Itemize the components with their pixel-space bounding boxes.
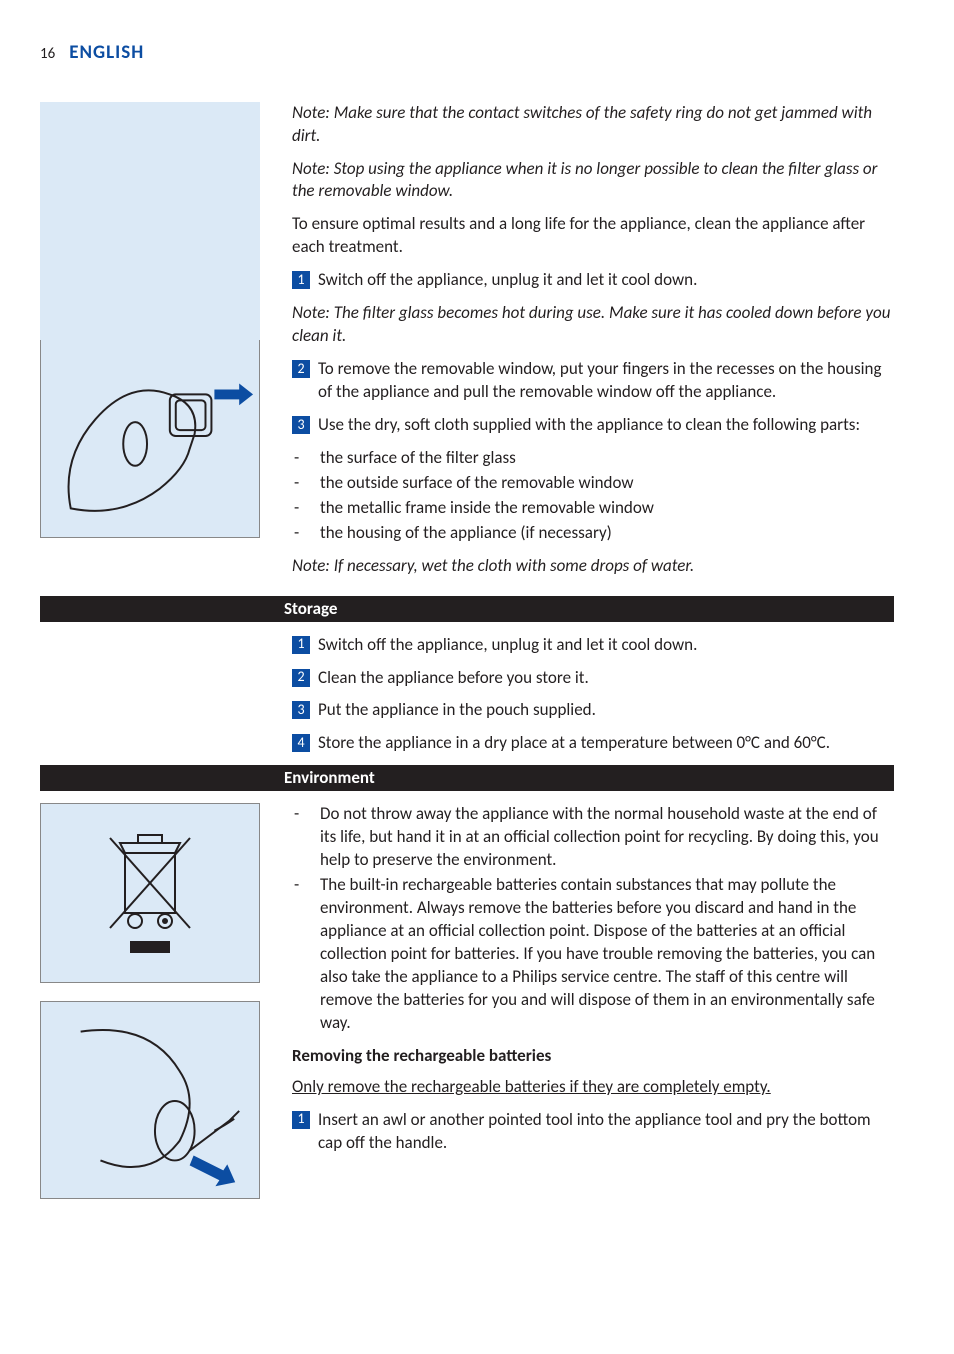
step-badge: 3 [292, 416, 310, 434]
illustration-remove-window [40, 340, 260, 538]
list-item: the metallic frame inside the removable … [320, 497, 894, 520]
section-title: Storage [284, 596, 894, 622]
note-stop-using: Note: Stop using the appliance when it i… [292, 158, 894, 204]
section-title: Environment [284, 765, 894, 791]
step-text: Put the appliance in the pouch supplied. [318, 699, 894, 722]
dash: - [292, 874, 320, 1035]
battery-step-1: 1 Insert an awl or another pointed tool … [292, 1109, 894, 1155]
dash: - [292, 472, 320, 495]
storage-step-2: 2 Clean the appliance before you store i… [292, 667, 894, 690]
step-badge: 1 [292, 636, 310, 654]
list-item: Do not throw away the appliance with the… [320, 803, 894, 872]
section-environment-bar: Environment [40, 765, 894, 791]
list-item: the housing of the appliance (if necessa… [320, 522, 894, 545]
note-safety-ring: Note: Make sure that the contact switche… [292, 102, 894, 148]
note-wet-cloth: Note: If necessary, wet the cloth with s… [292, 555, 894, 578]
step-badge: 1 [292, 1111, 310, 1129]
dash: - [292, 522, 320, 545]
page-number: 16 [40, 44, 55, 64]
step-badge: 2 [292, 360, 310, 378]
environment-illustrations [40, 803, 284, 1217]
list-item: the outside surface of the removable win… [320, 472, 894, 495]
illustration-pry-cap [40, 1001, 260, 1199]
step-badge: 1 [292, 271, 310, 289]
step-text: Use the dry, soft cloth supplied with th… [318, 414, 894, 437]
step-text: Clean the appliance before you store it. [318, 667, 894, 690]
note-hot-glass: Note: The filter glass becomes hot durin… [292, 302, 894, 348]
battery-heading: Removing the rechargeable batteries [292, 1045, 894, 1068]
list-item: The built-in rechargeable batteries cont… [320, 874, 894, 1035]
storage-step-3: 3 Put the appliance in the pouch supplie… [292, 699, 894, 722]
section-storage-bar: Storage [40, 596, 894, 622]
page-header: 16 ENGLISH [40, 40, 894, 66]
step-badge: 2 [292, 669, 310, 687]
battery-warning: Only remove the rechargeable batteries i… [292, 1076, 894, 1099]
step-text: Store the appliance in a dry place at a … [318, 732, 894, 755]
environment-content: -Do not throw away the appliance with th… [284, 803, 894, 1164]
step-text: Switch off the appliance, unplug it and … [318, 634, 894, 657]
step-text: To remove the removable window, put your… [318, 358, 894, 404]
step-badge: 4 [292, 734, 310, 752]
cleaning-step-2: 2 To remove the removable window, put yo… [292, 358, 894, 404]
dash: - [292, 497, 320, 520]
step-text: Switch off the appliance, unplug it and … [318, 269, 894, 292]
dash: - [292, 803, 320, 872]
cleaning-parts-list: -the surface of the filter glass -the ou… [292, 447, 894, 545]
storage-content: 1 Switch off the appliance, unplug it an… [292, 634, 894, 756]
content-column: Note: Make sure that the contact switche… [284, 102, 894, 588]
weee-icon [40, 803, 260, 983]
step-text: Insert an awl or another pointed tool in… [318, 1109, 894, 1155]
illustration-column [40, 102, 284, 556]
language-title: ENGLISH [69, 40, 144, 66]
para-optimal: To ensure optimal results and a long lif… [292, 213, 894, 259]
cleaning-step-1: 1 Switch off the appliance, unplug it an… [292, 269, 894, 292]
list-item: the surface of the filter glass [320, 447, 894, 470]
storage-step-4: 4 Store the appliance in a dry place at … [292, 732, 894, 755]
cleaning-step-3: 3 Use the dry, soft cloth supplied with … [292, 414, 894, 437]
step-badge: 3 [292, 701, 310, 719]
storage-step-1: 1 Switch off the appliance, unplug it an… [292, 634, 894, 657]
dash: - [292, 447, 320, 470]
